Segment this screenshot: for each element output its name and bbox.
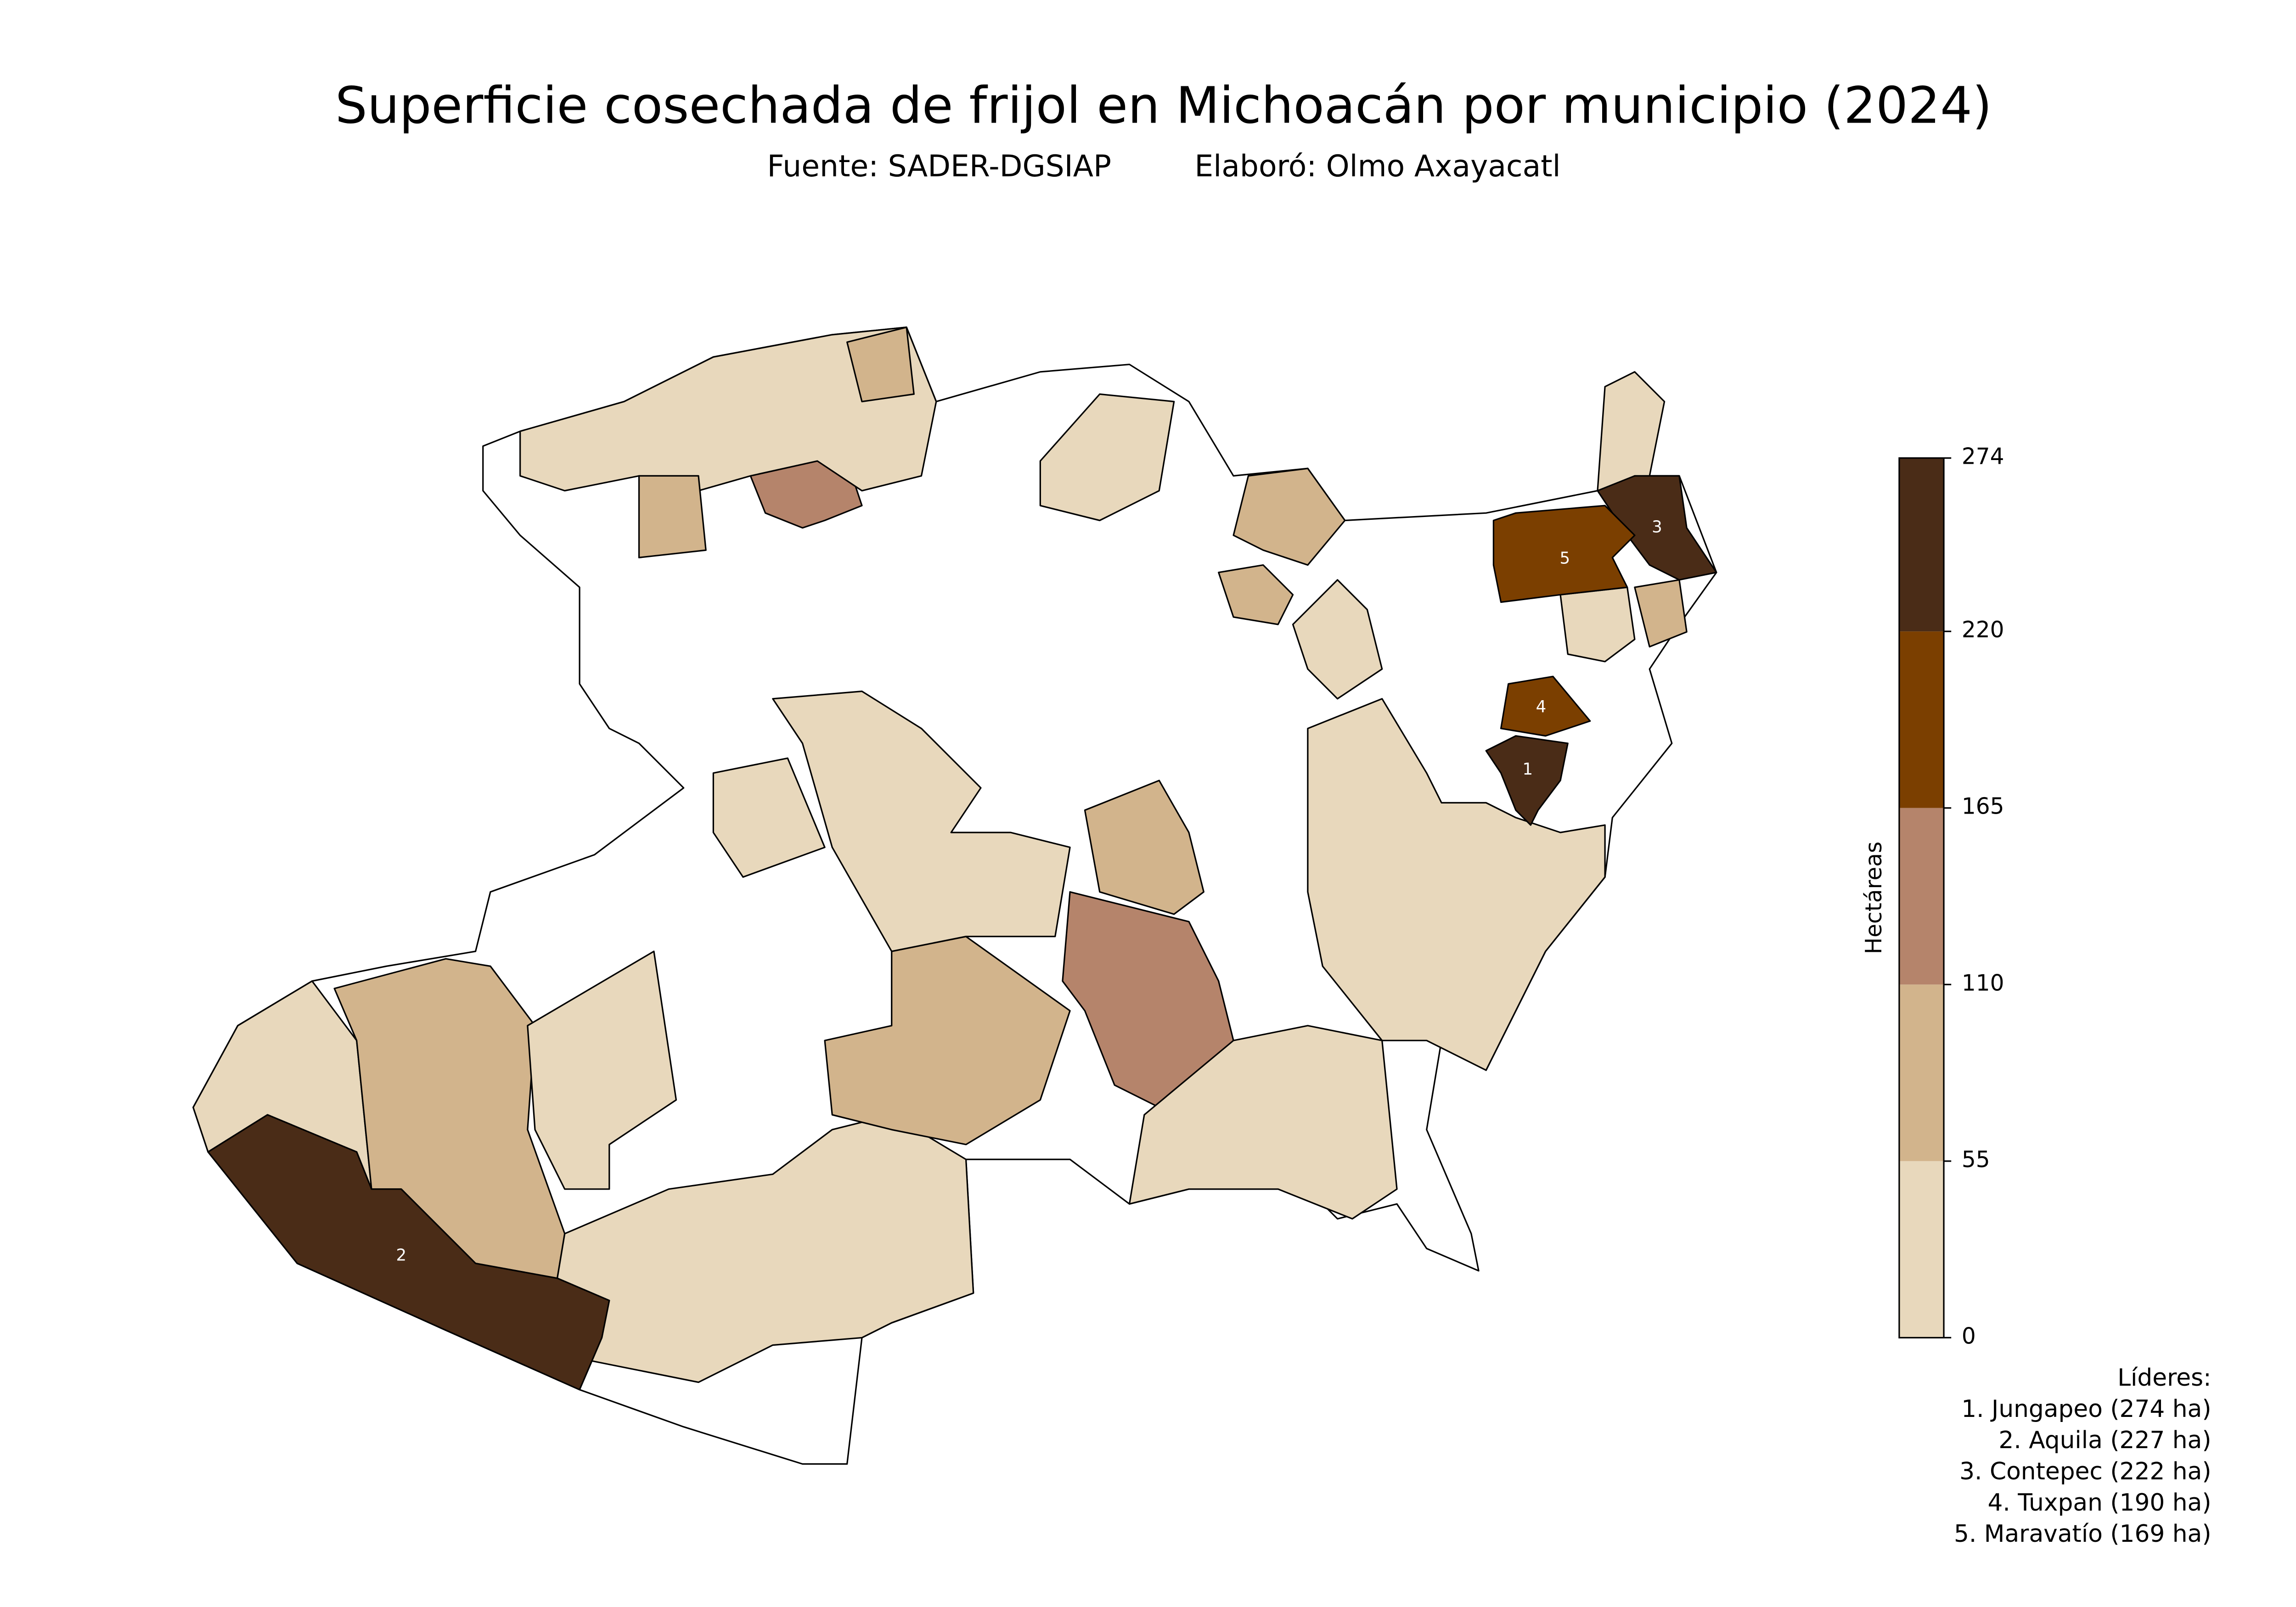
leader-entry: 5. Maravatío (169 ha) bbox=[1954, 1520, 2212, 1548]
municipality bbox=[638, 475, 707, 559]
municipality bbox=[1307, 698, 1606, 1071]
rank-label: 4 bbox=[1536, 697, 1547, 716]
rank-label: 1 bbox=[1523, 760, 1533, 779]
leader-entry: 4. Tuxpan (190 ha) bbox=[1987, 1489, 2211, 1517]
municipality bbox=[1128, 1025, 1398, 1220]
colorbar-bin bbox=[1899, 1161, 1944, 1338]
leader-municipality bbox=[1492, 505, 1636, 603]
state-map bbox=[192, 326, 1717, 1465]
leaders-title: Líderes: bbox=[2117, 1364, 2211, 1392]
leader-municipality bbox=[207, 1114, 610, 1391]
leader-regions: 1 2 3 4 5 bbox=[207, 475, 1717, 1391]
colorbar: 0 55 110 165 220 274 Hectáreas bbox=[1861, 444, 2004, 1349]
municipality bbox=[824, 936, 1071, 1146]
municipality bbox=[1084, 780, 1204, 915]
leader-municipality bbox=[1500, 675, 1591, 737]
colorbar-bin bbox=[1899, 631, 1944, 808]
colorbar-label: Hectáreas bbox=[1861, 842, 1887, 955]
municipality bbox=[527, 950, 677, 1190]
title: Superficie cosechada de frijol en Michoa… bbox=[335, 76, 1992, 135]
municipality bbox=[519, 326, 937, 492]
colorbar-tick-label: 55 bbox=[1962, 1147, 1990, 1173]
author: Elaboró: Olmo Axayacatl bbox=[1194, 149, 1560, 184]
municipality bbox=[846, 326, 915, 403]
leader-municipality bbox=[1485, 735, 1569, 826]
leader-entry: 1. Jungapeo (274 ha) bbox=[1961, 1395, 2211, 1423]
rank-label: 5 bbox=[1559, 549, 1570, 568]
municipality bbox=[772, 691, 1071, 952]
rank-label: 2 bbox=[396, 1246, 406, 1264]
rank-label: 3 bbox=[1652, 518, 1662, 537]
municipality bbox=[1218, 564, 1294, 625]
municipality bbox=[712, 757, 826, 878]
colorbar-bin bbox=[1899, 458, 1944, 632]
municipality bbox=[1597, 371, 1666, 492]
colorbar-bin bbox=[1899, 984, 1944, 1161]
colorbar-tick-label: 220 bbox=[1962, 617, 2004, 643]
colorbar-tick-label: 110 bbox=[1962, 970, 2004, 996]
municipality bbox=[1039, 393, 1175, 522]
municipality bbox=[1292, 579, 1383, 700]
leader-entry: 3. Contepec (222 ha) bbox=[1959, 1458, 2211, 1485]
leaders-list: Líderes: 1. Jungapeo (274 ha) 2. Aquila (2… bbox=[1954, 1364, 2212, 1548]
municipality bbox=[1232, 467, 1346, 566]
municipality bbox=[1634, 579, 1688, 648]
colorbar-tick-label: 165 bbox=[1962, 794, 2004, 820]
source: Fuente: SADER-DGSIAP bbox=[767, 149, 1112, 184]
colorbar-bin bbox=[1899, 808, 1944, 985]
leader-entry: 2. Aquila (227 ha) bbox=[1998, 1427, 2211, 1454]
colorbar-frame bbox=[1898, 457, 1945, 1339]
colorbar-tick-label: 0 bbox=[1962, 1323, 1976, 1349]
colorbar-tick-label: 274 bbox=[1962, 444, 2004, 470]
